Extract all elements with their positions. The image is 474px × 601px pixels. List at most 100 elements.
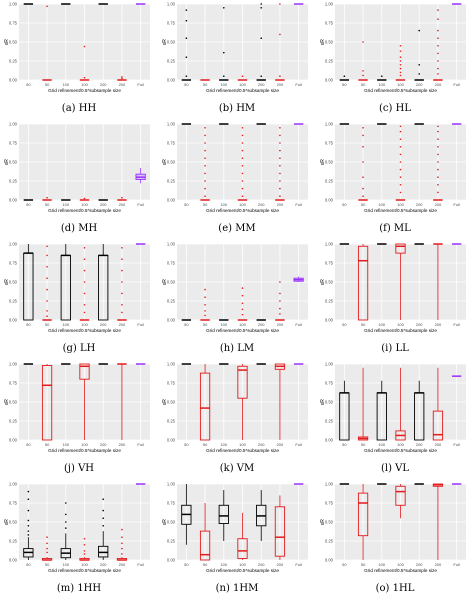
box-black <box>23 490 34 560</box>
x-axis-label: Grid refinement/0.5*subsample size <box>364 448 437 453</box>
box-red <box>433 243 443 320</box>
box-red <box>41 364 53 441</box>
y-tick-label: 0.00 <box>9 78 18 83</box>
outlier-point <box>418 29 421 32</box>
x-axis-label: Grid refinement/0.5*subsample size <box>48 88 121 93</box>
x-axis-label: Grid refinement/0.5*subsample size <box>206 448 279 453</box>
x-tick-label: 100 <box>62 442 69 447</box>
outlier-point <box>121 311 123 314</box>
outlier-point <box>46 536 48 538</box>
outlier-point <box>241 165 244 167</box>
box-red <box>275 3 285 81</box>
x-tick-label: 200 <box>277 322 284 327</box>
y-tick-label: 0.25 <box>9 419 18 424</box>
outlier-point <box>121 528 123 531</box>
x-tick-label: 50 <box>203 562 208 567</box>
y-tick-label: 0.75 <box>167 21 176 26</box>
y-tick-label: 0.75 <box>9 381 18 386</box>
outlier-point <box>418 73 421 75</box>
panel-1hm: 0.00 0.25 0.50 0.75 1.00 εR 50 50 100 100 200 200 Fu… <box>158 480 316 600</box>
box-red <box>275 281 285 321</box>
y-axis-label: εR <box>320 279 326 285</box>
outlier-point <box>204 165 206 167</box>
x-tick-label: 200 <box>100 322 107 327</box>
outlier-point <box>83 45 86 48</box>
y-tick-label: 0.75 <box>167 381 176 386</box>
outlier-point <box>204 127 206 129</box>
outlier-point <box>437 191 439 194</box>
box-red <box>42 196 52 201</box>
y-tick-label: 0.00 <box>9 438 18 443</box>
x-tick-label: 100 <box>239 562 246 567</box>
x-tick-label: 50 <box>361 442 366 447</box>
x-tick-label: 200 <box>119 322 126 327</box>
box-red <box>117 196 127 201</box>
box-red <box>42 245 52 321</box>
x-tick-label: 100 <box>62 202 69 207</box>
outlier-point <box>46 547 48 550</box>
x-tick-label: 200 <box>416 562 423 567</box>
outlier-point <box>437 161 439 163</box>
x-tick-label: 100 <box>378 442 385 447</box>
y-tick-label: 0.50 <box>167 40 176 45</box>
y-tick-label: 0.50 <box>325 400 334 405</box>
box-black <box>256 490 267 541</box>
outlier-point <box>46 277 48 279</box>
outlier-point <box>260 37 263 39</box>
outlier-point <box>260 6 263 9</box>
box-black <box>256 3 266 81</box>
outlier-point <box>83 197 86 200</box>
x-tick-label: 100 <box>62 562 69 567</box>
x-tick-label: 50 <box>203 322 208 327</box>
outlier-point <box>380 75 383 77</box>
x-tick-label: Full <box>137 202 144 207</box>
y-tick-label: 1.00 <box>325 242 334 247</box>
x-tick-label: 100 <box>239 82 246 87</box>
y-axis-label: εR <box>162 159 168 165</box>
boxplot-hl: 0.00 0.25 0.50 0.75 1.00 εR 50 50 100 100 200 200 Fu… <box>320 2 466 93</box>
x-tick-label: 200 <box>100 562 107 567</box>
y-axis-label: εR <box>4 159 10 165</box>
panel-1hl: 0.00 0.25 0.50 0.75 1.00 εR 50 50 100 100 200 200 Fu… <box>316 480 474 600</box>
outlier-point <box>27 519 30 522</box>
outlier-point <box>241 180 244 182</box>
box-red <box>357 367 369 441</box>
boxplot-hm: 0.00 0.25 0.50 0.75 1.00 εR 50 50 100 100 200 200 Fu… <box>162 2 308 93</box>
box-red <box>433 125 443 201</box>
outlier-point <box>241 313 244 316</box>
outlier-point <box>121 281 123 283</box>
box-black <box>181 9 192 81</box>
y-tick-label: 0.50 <box>167 520 176 525</box>
x-tick-label: 100 <box>81 562 88 567</box>
outlier-point <box>241 294 244 297</box>
x-tick-label: Full <box>453 202 460 207</box>
outlier-point <box>222 51 225 54</box>
box-body <box>98 545 109 558</box>
x-tick-label: 100 <box>62 322 69 327</box>
outlier-point <box>437 9 439 11</box>
y-tick-label: 0.00 <box>167 438 176 443</box>
x-tick-label: Full <box>137 322 144 327</box>
x-tick-label: 200 <box>258 202 265 207</box>
y-tick-label: 1.00 <box>167 2 176 7</box>
outlier-point <box>185 9 188 11</box>
box-red <box>237 512 248 560</box>
box-black <box>181 484 192 545</box>
x-tick-label: 50 <box>342 202 347 207</box>
outlier-point <box>279 313 281 315</box>
panel-1hh: 0.00 0.25 0.50 0.75 1.00 εR 50 50 100 100 200 200 Fu… <box>0 480 158 600</box>
x-tick-label: 200 <box>416 202 423 207</box>
x-tick-label: 100 <box>81 82 88 87</box>
x-tick-label: 100 <box>397 442 404 447</box>
box-black <box>23 244 34 321</box>
panel-vh: 0.00 0.25 0.50 0.75 1.00 εR 50 50 100 100 200 200 Fu… <box>0 360 158 480</box>
x-tick-label: Full <box>137 442 144 447</box>
box-red <box>199 364 211 441</box>
box-red <box>79 537 90 561</box>
x-tick-label: Full <box>295 562 302 567</box>
outlier-point <box>83 311 86 314</box>
outlier-point <box>399 50 402 52</box>
box-body <box>237 365 248 399</box>
panel-ml: 0.00 0.25 0.50 0.75 1.00 εR 50 50 100 100 200 200 Fu… <box>316 120 474 240</box>
x-tick-label: 200 <box>277 202 284 207</box>
